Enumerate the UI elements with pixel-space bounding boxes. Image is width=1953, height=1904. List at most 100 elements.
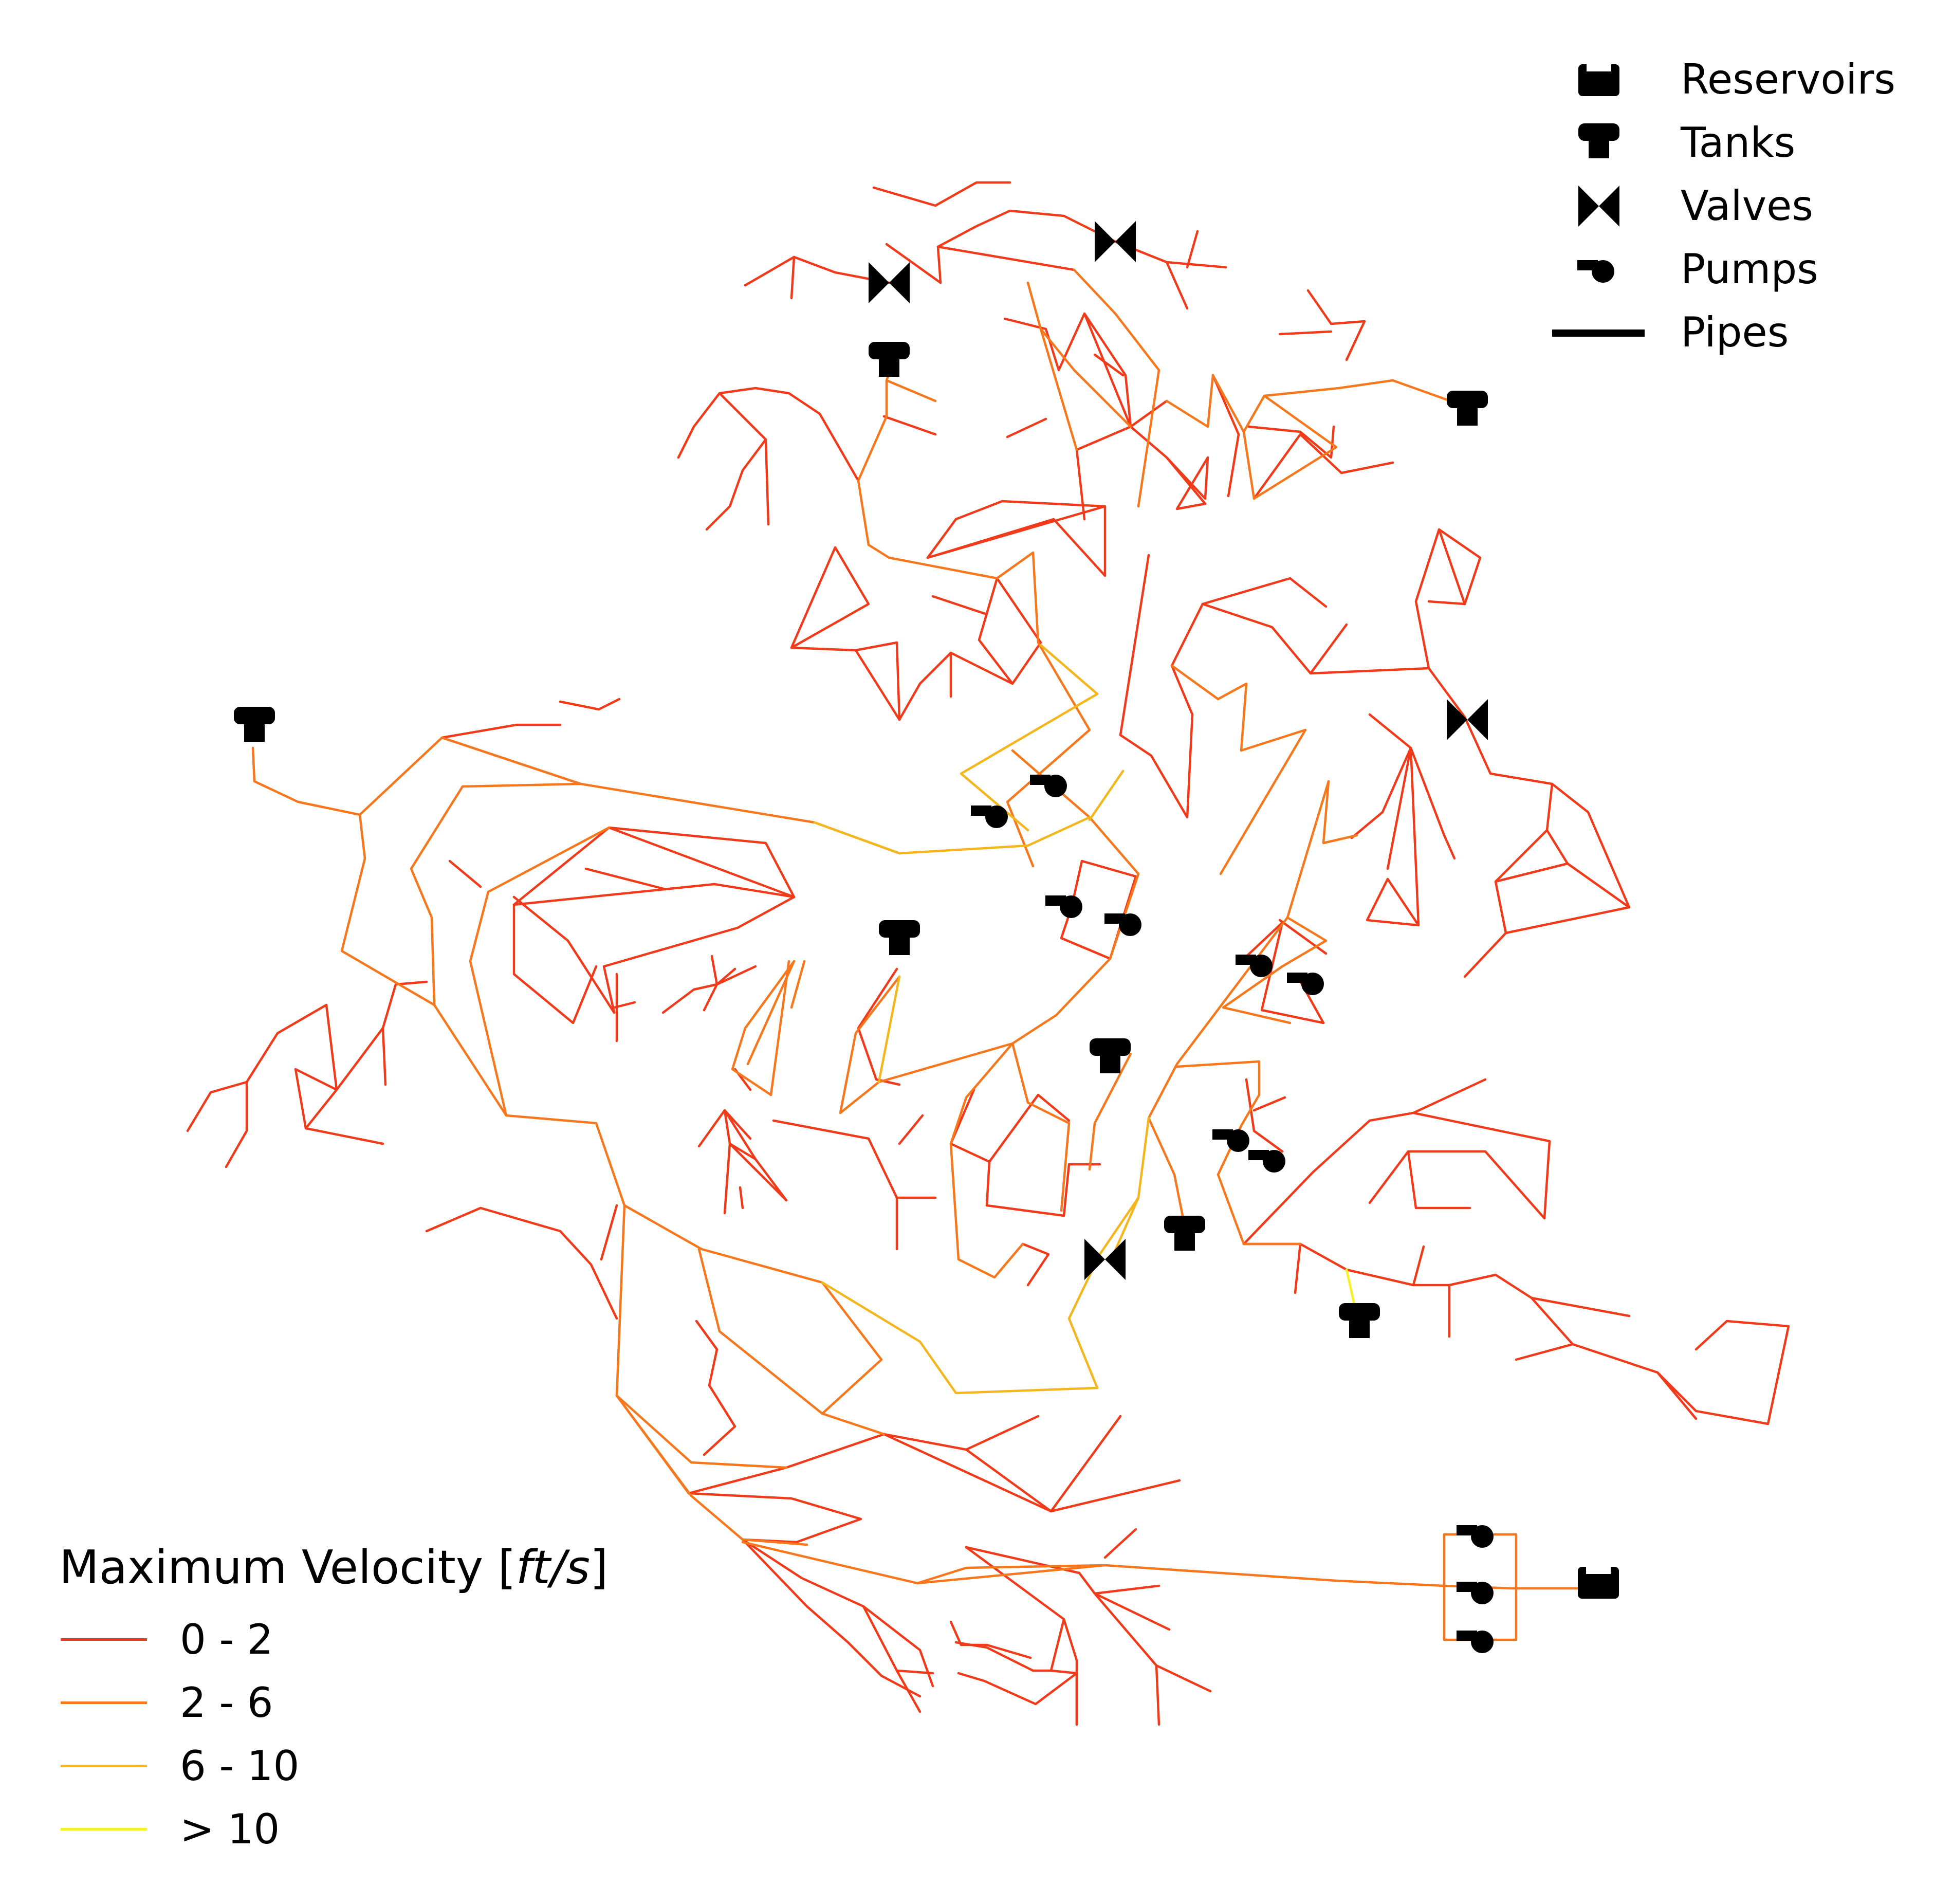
pipe: [440, 723, 562, 739]
pipe: [741, 1541, 1446, 1587]
pipe: [965, 1546, 1160, 1595]
pipe: [949, 577, 1042, 685]
pipe: [695, 1320, 736, 1456]
velocity-class-label: 6 - 10: [180, 1742, 300, 1790]
pipe: [1011, 1042, 1071, 1212]
pipe: [381, 983, 397, 1030]
pipe: [885, 209, 1117, 284]
tank-icon: [1339, 1303, 1380, 1338]
pipe: [1222, 916, 1328, 1024]
legend-label-valves: Valves: [1681, 182, 1814, 230]
reservoir-icon-group: [1578, 1566, 1619, 1599]
legend-item-valves: Valves: [1552, 180, 1943, 232]
legend-item-tanks: Tanks: [1552, 117, 1943, 169]
pipe: [425, 1206, 618, 1320]
pipe: [225, 1081, 248, 1168]
pipe: [965, 1415, 1040, 1451]
pipe: [790, 255, 796, 300]
pipe: [1409, 746, 1456, 860]
pipe: [1103, 1528, 1137, 1559]
pipe: [294, 1068, 307, 1130]
pipe: [772, 1119, 898, 1251]
pipes-velocity-2-6: [251, 268, 1595, 1641]
pipe: [1427, 667, 1631, 935]
pipe: [1011, 749, 1140, 1017]
pipe: [1306, 289, 1366, 361]
pump-icon: [1248, 1150, 1285, 1173]
pipe: [1252, 433, 1394, 500]
pipe: [1165, 261, 1189, 310]
pipe: [410, 782, 582, 1006]
pipe: [661, 983, 718, 1014]
valve-icon: [869, 262, 910, 303]
pipe: [785, 1433, 1181, 1513]
pipe: [1170, 664, 1307, 875]
pipe: [715, 967, 736, 986]
pipe: [1088, 770, 1125, 821]
pipe: [1309, 528, 1482, 675]
pipe: [512, 826, 796, 1024]
tank-icon: [879, 920, 920, 955]
pipe: [615, 1394, 808, 1546]
pipe: [512, 826, 796, 1014]
pump-icon: [1104, 913, 1141, 936]
pipe: [1165, 456, 1209, 510]
legend-label-pipes: Pipes: [1681, 308, 1789, 356]
pipe: [957, 1669, 1078, 1706]
pipe: [728, 1142, 757, 1161]
velocity-legend-title-suffix: ]: [590, 1541, 609, 1595]
pipe: [1021, 1242, 1050, 1287]
pipe: [1656, 1371, 1698, 1420]
pipe: [857, 967, 901, 1086]
pipe: [1242, 1242, 1790, 1425]
pipe: [731, 960, 796, 1096]
pipe: [448, 859, 482, 888]
pipe: [623, 1204, 883, 1415]
pipe: [895, 1669, 934, 1675]
pipe: [741, 1538, 922, 1698]
pump-icon: [1457, 1525, 1494, 1548]
pipe: [739, 1186, 744, 1210]
valve-icon: [1095, 221, 1136, 262]
pipe: [1278, 919, 1328, 955]
pipe: [790, 546, 870, 649]
pipe: [723, 1109, 752, 1140]
pipe: [936, 245, 1076, 271]
pump-icon: [1457, 1582, 1494, 1604]
legend-label-pumps: Pumps: [1681, 245, 1818, 293]
pipe: [1530, 1296, 1631, 1317]
pipe: [186, 1003, 384, 1145]
valve-icon: [1578, 186, 1619, 227]
velocity-legend-item: 2 - 6: [57, 1675, 570, 1731]
pipe: [394, 980, 428, 986]
pipe: [1386, 746, 1412, 870]
velocity-legend-item: 6 - 10: [57, 1738, 570, 1795]
pipe: [741, 1538, 934, 1688]
pipe: [1412, 1245, 1425, 1287]
tank-icon: [1578, 123, 1619, 158]
pipe: [1217, 1173, 1302, 1246]
legend-item-pumps: Pumps: [1552, 244, 1943, 295]
pipe: [1129, 425, 1207, 505]
pipe: [960, 644, 1099, 832]
pipe: [615, 1394, 788, 1469]
velocity-legend-title: Maximum Velocity [ft/s]: [59, 1537, 608, 1599]
pipe: [710, 955, 718, 986]
velocity-legend: Maximum Velocity [ft/s] 0 - 2 2 - 6 6 - …: [57, 1537, 725, 1856]
pipe: [1147, 780, 1330, 1120]
tank-icon: [234, 707, 275, 742]
pipe: [1368, 1111, 1551, 1220]
pipe: [1083, 312, 1132, 428]
pipe: [1093, 1592, 1171, 1631]
pipe: [1201, 577, 1328, 608]
legend-item-pipes: Pipes: [1552, 307, 1943, 358]
pump-icon: [1287, 973, 1324, 995]
pipe: [1494, 862, 1569, 883]
pipe: [857, 379, 999, 580]
pipe: [931, 595, 988, 616]
tank-icon: [1164, 1216, 1205, 1251]
legend-line-swatch: [61, 1828, 147, 1830]
pipe: [1278, 330, 1333, 336]
legend-line-swatch: [61, 1701, 147, 1704]
